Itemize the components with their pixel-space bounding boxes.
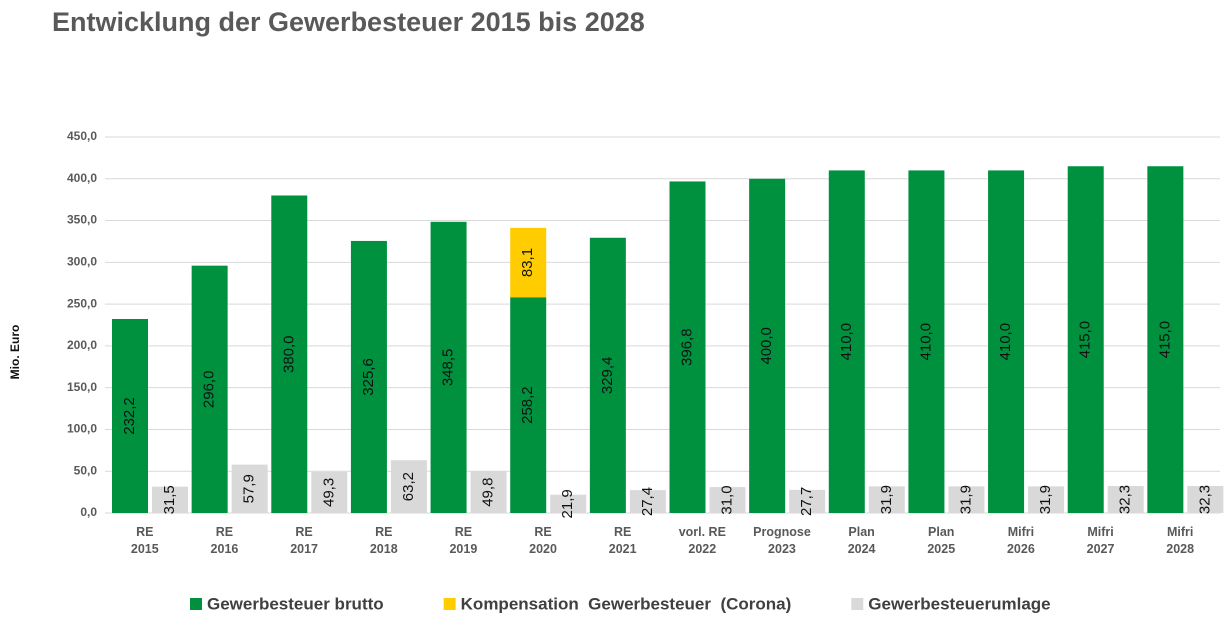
data-label: 31,0 bbox=[718, 485, 735, 514]
y-tick-label: 150,0 bbox=[67, 380, 97, 394]
data-label: 27,7 bbox=[798, 487, 815, 516]
bar bbox=[430, 221, 467, 513]
data-label: 258,2 bbox=[519, 386, 536, 424]
bar bbox=[271, 195, 308, 513]
y-axis-label: Mio. Euro bbox=[8, 325, 22, 380]
bar bbox=[390, 460, 427, 513]
bar bbox=[231, 464, 268, 513]
data-label: 49,8 bbox=[480, 478, 497, 507]
data-label: 415,0 bbox=[1156, 321, 1173, 359]
data-label: 325,6 bbox=[360, 358, 377, 396]
legend-swatch bbox=[443, 598, 456, 610]
bar bbox=[669, 181, 706, 514]
data-label: 329,4 bbox=[599, 357, 616, 395]
x-tick-label: RE 2018 bbox=[370, 525, 398, 556]
data-label: 83,1 bbox=[519, 248, 536, 277]
data-label: 232,2 bbox=[121, 397, 138, 435]
y-tick-label: 250,0 bbox=[67, 296, 97, 310]
y-tick-label: 450,0 bbox=[67, 129, 97, 143]
bar bbox=[948, 486, 985, 513]
x-tick-label: Mifri 2027 bbox=[1087, 525, 1115, 556]
bar bbox=[191, 265, 228, 513]
bar bbox=[350, 240, 387, 513]
data-label: 49,3 bbox=[320, 478, 337, 507]
bar bbox=[589, 237, 626, 513]
x-tick-label: RE 2019 bbox=[449, 525, 477, 556]
bar bbox=[1187, 486, 1224, 513]
bar bbox=[112, 318, 148, 513]
bar bbox=[629, 490, 666, 513]
bar bbox=[789, 489, 826, 513]
data-label: 31,5 bbox=[161, 485, 178, 514]
bar bbox=[311, 471, 348, 513]
data-label: 400,0 bbox=[758, 327, 775, 365]
bar bbox=[749, 178, 786, 513]
data-label: 63,2 bbox=[400, 472, 417, 501]
legend-label: Gewerbesteuerumlage bbox=[868, 594, 1050, 613]
x-tick-label: Plan 2025 bbox=[927, 525, 955, 556]
legend-label: Gewerbesteuer brutto bbox=[207, 594, 384, 613]
bar bbox=[908, 170, 945, 513]
bar bbox=[470, 471, 507, 513]
data-label: 296,0 bbox=[201, 371, 218, 409]
bar bbox=[510, 297, 547, 513]
data-label: 27,4 bbox=[639, 487, 656, 516]
data-label: 380,0 bbox=[280, 335, 297, 373]
data-label: 32,3 bbox=[1196, 485, 1213, 514]
data-label: 410,0 bbox=[917, 323, 934, 361]
data-label: 32,3 bbox=[1117, 485, 1134, 514]
bar bbox=[1028, 486, 1065, 513]
chart-title: Entwicklung der Gewerbesteuer 2015 bis 2… bbox=[52, 7, 645, 37]
y-tick-label: 300,0 bbox=[67, 255, 97, 269]
data-label: 31,9 bbox=[878, 485, 895, 514]
bar bbox=[868, 486, 905, 513]
y-tick-label: 350,0 bbox=[67, 213, 97, 227]
bar bbox=[709, 487, 746, 513]
x-tick-label: Mifri 2028 bbox=[1166, 525, 1194, 556]
bar bbox=[828, 170, 865, 513]
bar bbox=[1067, 166, 1104, 513]
bar bbox=[1107, 486, 1144, 513]
bar bbox=[152, 486, 188, 513]
x-tick-label: RE 2021 bbox=[609, 525, 637, 556]
x-tick-label: RE 2016 bbox=[211, 525, 239, 556]
data-label: 410,0 bbox=[838, 323, 855, 361]
x-tick-label: vorl. RE 2022 bbox=[679, 525, 726, 556]
bar bbox=[1147, 166, 1184, 513]
bar bbox=[550, 494, 587, 513]
x-tick-label: RE 2015 bbox=[131, 525, 159, 556]
data-label: 415,0 bbox=[1077, 321, 1094, 359]
y-tick-label: 100,0 bbox=[67, 422, 97, 436]
data-label: 410,0 bbox=[997, 323, 1014, 361]
bar bbox=[510, 227, 547, 298]
bar bbox=[988, 170, 1025, 513]
x-tick-label: RE 2020 bbox=[529, 525, 557, 556]
data-label: 31,9 bbox=[1037, 485, 1054, 514]
legend-label: Kompensation Gewerbesteuer (Corona) bbox=[461, 594, 792, 613]
data-label: 31,9 bbox=[957, 485, 974, 514]
data-label: 21,9 bbox=[559, 489, 576, 518]
x-tick-label: Mifri 2026 bbox=[1007, 525, 1035, 556]
x-tick-label: Plan 2024 bbox=[848, 525, 876, 556]
data-label: 57,9 bbox=[241, 474, 258, 503]
x-tick-label: RE 2017 bbox=[290, 525, 318, 556]
y-tick-label: 50,0 bbox=[74, 463, 98, 477]
legend-swatch bbox=[190, 598, 202, 610]
data-label: 348,5 bbox=[440, 349, 457, 387]
y-tick-label: 400,0 bbox=[67, 171, 97, 185]
legend-swatch bbox=[851, 598, 864, 610]
x-tick-label: Prognose 2023 bbox=[753, 525, 811, 556]
y-tick-label: 0,0 bbox=[80, 505, 97, 519]
data-label: 396,8 bbox=[678, 328, 695, 366]
y-tick-label: 200,0 bbox=[67, 338, 97, 352]
